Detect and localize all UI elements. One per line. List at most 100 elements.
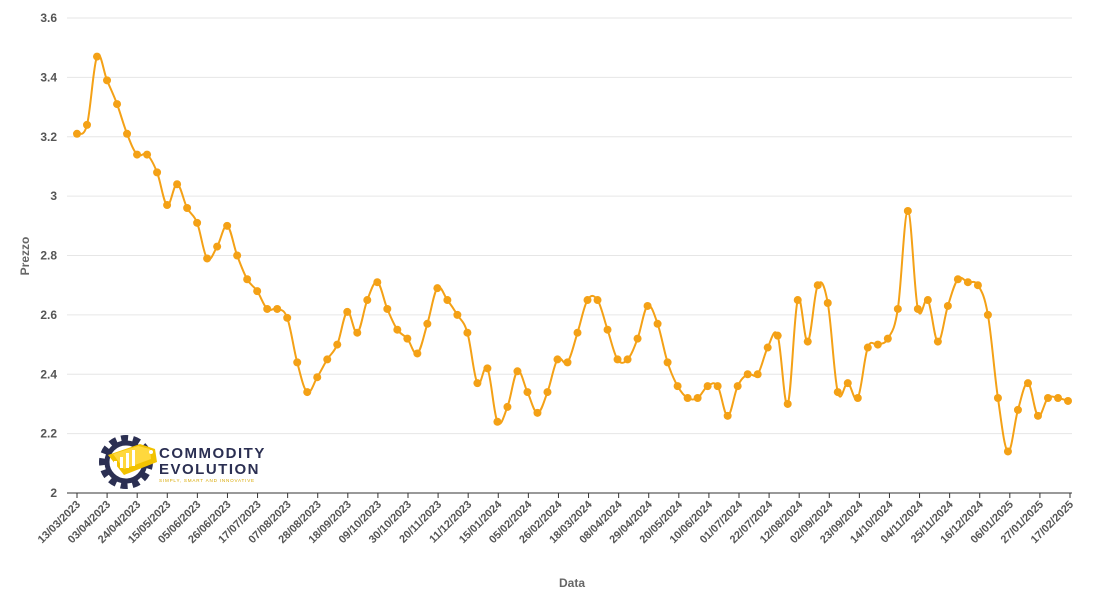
data-point <box>803 337 812 346</box>
logo-line2: EVOLUTION <box>159 461 260 478</box>
data-point <box>1064 396 1072 405</box>
data-point <box>173 180 182 189</box>
data-point <box>633 334 642 343</box>
data-point <box>1033 411 1042 420</box>
data-point <box>503 402 512 411</box>
data-point <box>733 382 742 391</box>
x-axis-ticks: 13/03/202303/04/202324/04/202315/05/2023… <box>36 493 1076 546</box>
data-point <box>123 129 132 138</box>
y-axis-title: Prezzo <box>18 237 32 276</box>
data-point <box>363 296 372 305</box>
data-point <box>993 394 1002 402</box>
y-tick-label: 3.6 <box>40 11 57 25</box>
data-point <box>653 319 662 328</box>
series-points <box>73 52 1072 456</box>
data-point <box>113 100 122 109</box>
data-point <box>833 388 842 397</box>
data-point <box>233 251 242 260</box>
data-point <box>443 296 452 305</box>
data-point <box>103 76 112 85</box>
data-point <box>163 201 172 210</box>
data-point <box>323 355 332 364</box>
y-tick-label: 3.4 <box>40 70 57 84</box>
y-tick-label: 3 <box>50 189 57 203</box>
data-point <box>843 379 852 388</box>
data-point <box>423 319 432 328</box>
data-point <box>1023 379 1032 388</box>
data-point <box>913 304 922 313</box>
data-point <box>253 287 262 296</box>
y-tick-label: 2.6 <box>40 308 57 322</box>
data-point <box>543 388 552 397</box>
data-point <box>953 275 962 284</box>
data-point <box>73 129 81 138</box>
y-tick-label: 2.8 <box>40 249 57 263</box>
data-point <box>783 399 792 408</box>
data-point <box>473 379 482 388</box>
data-point <box>623 355 632 364</box>
data-point <box>553 355 562 364</box>
data-point <box>393 325 402 334</box>
y-tick-label: 2.2 <box>40 427 57 441</box>
data-point <box>863 343 872 352</box>
data-point <box>153 168 162 177</box>
data-point <box>453 310 462 319</box>
data-point <box>673 382 682 391</box>
data-point <box>683 394 692 402</box>
data-point <box>193 218 202 227</box>
data-point <box>203 254 212 263</box>
data-point <box>643 301 652 310</box>
y-tick-label: 2 <box>50 486 57 500</box>
data-point <box>1003 447 1012 456</box>
data-point <box>373 278 382 287</box>
data-point <box>133 150 142 159</box>
data-point <box>943 301 952 310</box>
data-point <box>903 206 912 215</box>
data-point <box>573 328 582 337</box>
data-point <box>893 304 902 313</box>
data-point <box>413 349 422 358</box>
data-point <box>823 299 832 307</box>
data-point <box>273 304 282 313</box>
data-point <box>613 355 622 364</box>
data-point <box>883 334 892 343</box>
data-point <box>463 328 472 337</box>
data-point <box>513 367 522 376</box>
data-point <box>1053 394 1062 402</box>
data-point <box>563 358 572 367</box>
y-tick-label: 2.4 <box>40 367 57 381</box>
data-point <box>933 337 942 346</box>
data-point <box>353 328 362 337</box>
data-point <box>403 334 412 343</box>
data-point <box>243 275 252 284</box>
company-logo: COMMODITY EVOLUTION SIMPLY, SMART AND IN… <box>99 435 266 489</box>
data-point <box>93 52 102 61</box>
x-axis-title: Data <box>559 576 585 590</box>
data-point <box>813 281 822 290</box>
data-point <box>313 373 322 382</box>
data-point <box>383 304 392 313</box>
data-point <box>773 331 782 340</box>
data-point <box>983 310 992 319</box>
logo-tagline: SIMPLY, SMART AND INNOVATIVE <box>159 478 255 483</box>
data-point <box>283 313 292 322</box>
data-point <box>1043 394 1052 402</box>
data-point <box>333 340 342 349</box>
data-point <box>963 278 972 287</box>
data-point <box>753 370 762 379</box>
data-point <box>873 340 882 349</box>
data-point <box>183 204 192 212</box>
logo-line1: COMMODITY <box>159 445 266 462</box>
data-point <box>583 296 592 305</box>
data-point <box>293 358 302 367</box>
tag-chart-icon <box>108 444 157 475</box>
y-tick-label: 3.2 <box>40 130 57 144</box>
data-point <box>143 150 152 159</box>
data-point <box>853 394 862 402</box>
data-point <box>713 382 722 391</box>
data-point <box>923 296 932 305</box>
y-axis-ticks: 2 2.2 2.4 2.6 2.8 3 3.2 3.4 3.6 <box>40 11 57 500</box>
data-point <box>793 296 802 305</box>
data-point <box>343 307 352 316</box>
data-point <box>493 417 502 426</box>
